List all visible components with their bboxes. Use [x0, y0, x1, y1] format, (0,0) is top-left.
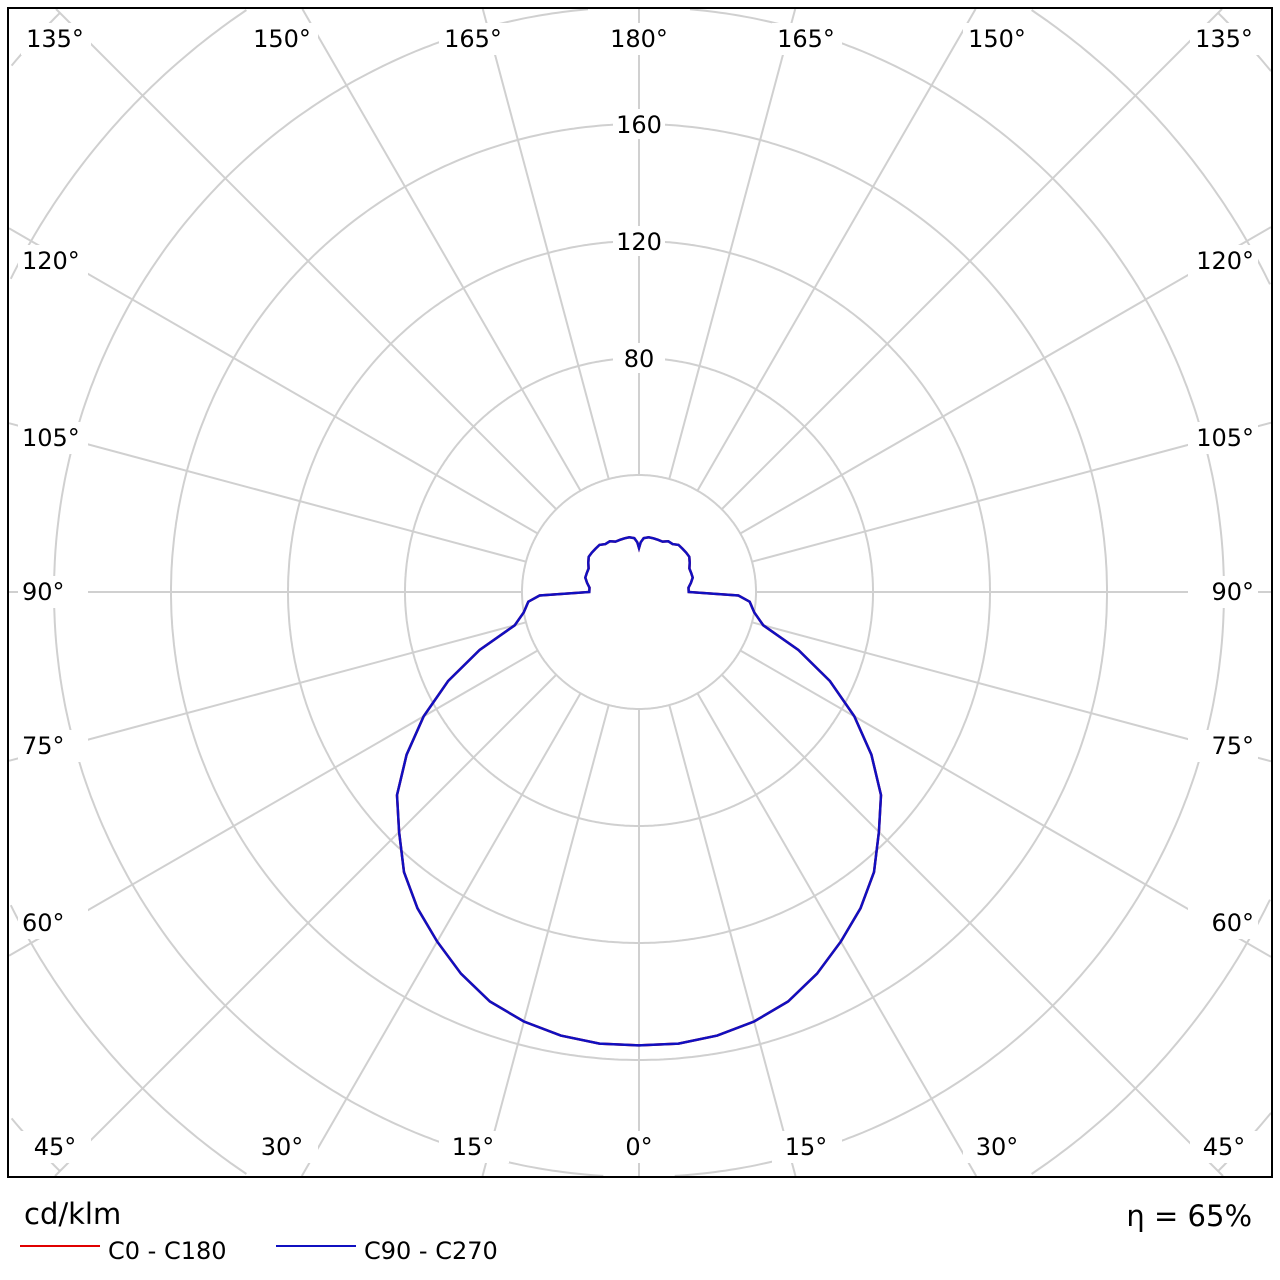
angle-label: 15° — [785, 1133, 828, 1161]
angle-label-bg — [1188, 422, 1258, 454]
grid-spoke — [721, 674, 1224, 1177]
grid-spoke — [481, 704, 610, 1177]
grid-circle — [9, 9, 1271, 1175]
angle-label: 120° — [22, 247, 80, 275]
angle-label: 15° — [452, 1133, 495, 1161]
angle-label-bg — [963, 23, 1033, 55]
angle-label: 135° — [1195, 25, 1253, 53]
grid-spoke — [751, 621, 1272, 763]
grid-spoke — [696, 692, 978, 1177]
angle-label-bg — [1188, 245, 1258, 277]
angle-label: 45° — [34, 1133, 77, 1161]
radial-tick-label: 160 — [616, 111, 662, 139]
plot-frame — [7, 7, 1273, 1178]
grid-circle — [287, 240, 991, 944]
grid-spoke — [668, 704, 797, 1177]
angle-label-bg — [1188, 576, 1258, 608]
grid-spoke — [739, 226, 1272, 535]
angle-label-bg — [18, 730, 88, 762]
angle-label-bg — [772, 1131, 842, 1163]
angle-label-bg — [439, 1131, 509, 1163]
grid-spoke — [8, 621, 527, 762]
angle-label-bg — [772, 23, 842, 55]
efficiency-label: η = 65% — [1126, 1199, 1252, 1233]
angle-label-bg — [21, 1131, 91, 1163]
angle-label-bg — [1190, 1131, 1260, 1163]
grid-spoke — [300, 692, 582, 1177]
unit-label: cd/klm — [24, 1197, 121, 1231]
angle-label-bg — [248, 1131, 318, 1163]
angle-label-bg — [1188, 730, 1258, 762]
grid-spoke — [301, 8, 582, 492]
polar-grid — [8, 8, 1272, 1177]
angle-label-bg — [21, 23, 91, 55]
angle-label: 60° — [22, 909, 65, 937]
angle-labels: 135° 150° 165° 180° 165° 150° 135° 45° 30° 15° 0° 1… — [18, 23, 1260, 1163]
angle-label: 0° — [625, 1133, 652, 1161]
angle-label-bg — [18, 907, 88, 939]
grid-spoke — [696, 8, 977, 492]
curves — [395, 536, 883, 1047]
grid-spoke — [8, 649, 539, 957]
grid-spoke — [481, 8, 610, 480]
legend-label-c0: C0 - C180 — [108, 1237, 227, 1265]
legend-label-c90: C90 - C270 — [364, 1237, 498, 1265]
radial-tick-bg — [613, 226, 665, 256]
grid-circle — [521, 474, 757, 710]
angle-label-bg — [963, 1131, 1033, 1163]
angle-label: 90° — [22, 578, 65, 606]
grid-spoke — [751, 421, 1272, 563]
grid-spoke — [8, 227, 539, 535]
angle-label: 30° — [261, 1133, 304, 1161]
angle-label: 75° — [22, 732, 65, 760]
grid-spoke — [721, 8, 1223, 510]
radial-tick-bg — [613, 343, 665, 373]
angle-label: 75° — [1211, 732, 1254, 760]
radial-tick-bg — [613, 109, 665, 139]
angle-label: 150° — [253, 25, 311, 53]
angle-label-bg — [248, 23, 318, 55]
angle-label-bg — [18, 576, 88, 608]
angle-label: 165° — [777, 25, 835, 53]
grid-circle — [404, 357, 874, 827]
angle-label: 135° — [26, 25, 84, 53]
angle-label: 165° — [444, 25, 502, 53]
angle-label: 150° — [968, 25, 1026, 53]
grid-spoke — [739, 649, 1272, 958]
grid-spoke — [8, 422, 527, 563]
angle-label-bg — [605, 23, 675, 55]
grid-spoke — [54, 674, 557, 1177]
radial-tick-labels: 80 120 160 — [613, 109, 665, 373]
grid-spoke — [55, 8, 557, 510]
angle-label-bg — [439, 23, 509, 55]
angle-label-bg — [18, 422, 88, 454]
angle-label-bg — [1190, 23, 1260, 55]
angle-label-bg — [605, 1131, 675, 1163]
grid-spoke — [668, 8, 797, 480]
radial-tick-label: 120 — [616, 228, 662, 256]
angle-label: 105° — [22, 424, 80, 452]
series-curve-c90-c270 — [395, 536, 883, 1047]
angle-label: 45° — [1203, 1133, 1246, 1161]
radial-tick-label: 80 — [624, 345, 655, 373]
angle-label-bg — [18, 245, 88, 277]
grid-circle — [170, 123, 1108, 1061]
angle-label: 120° — [1196, 247, 1254, 275]
angle-label: 30° — [976, 1133, 1019, 1161]
angle-label: 180° — [610, 25, 668, 53]
angle-label: 90° — [1211, 578, 1254, 606]
angle-label: 105° — [1196, 424, 1254, 452]
angle-label: 60° — [1211, 909, 1254, 937]
angle-label-bg — [1188, 907, 1258, 939]
